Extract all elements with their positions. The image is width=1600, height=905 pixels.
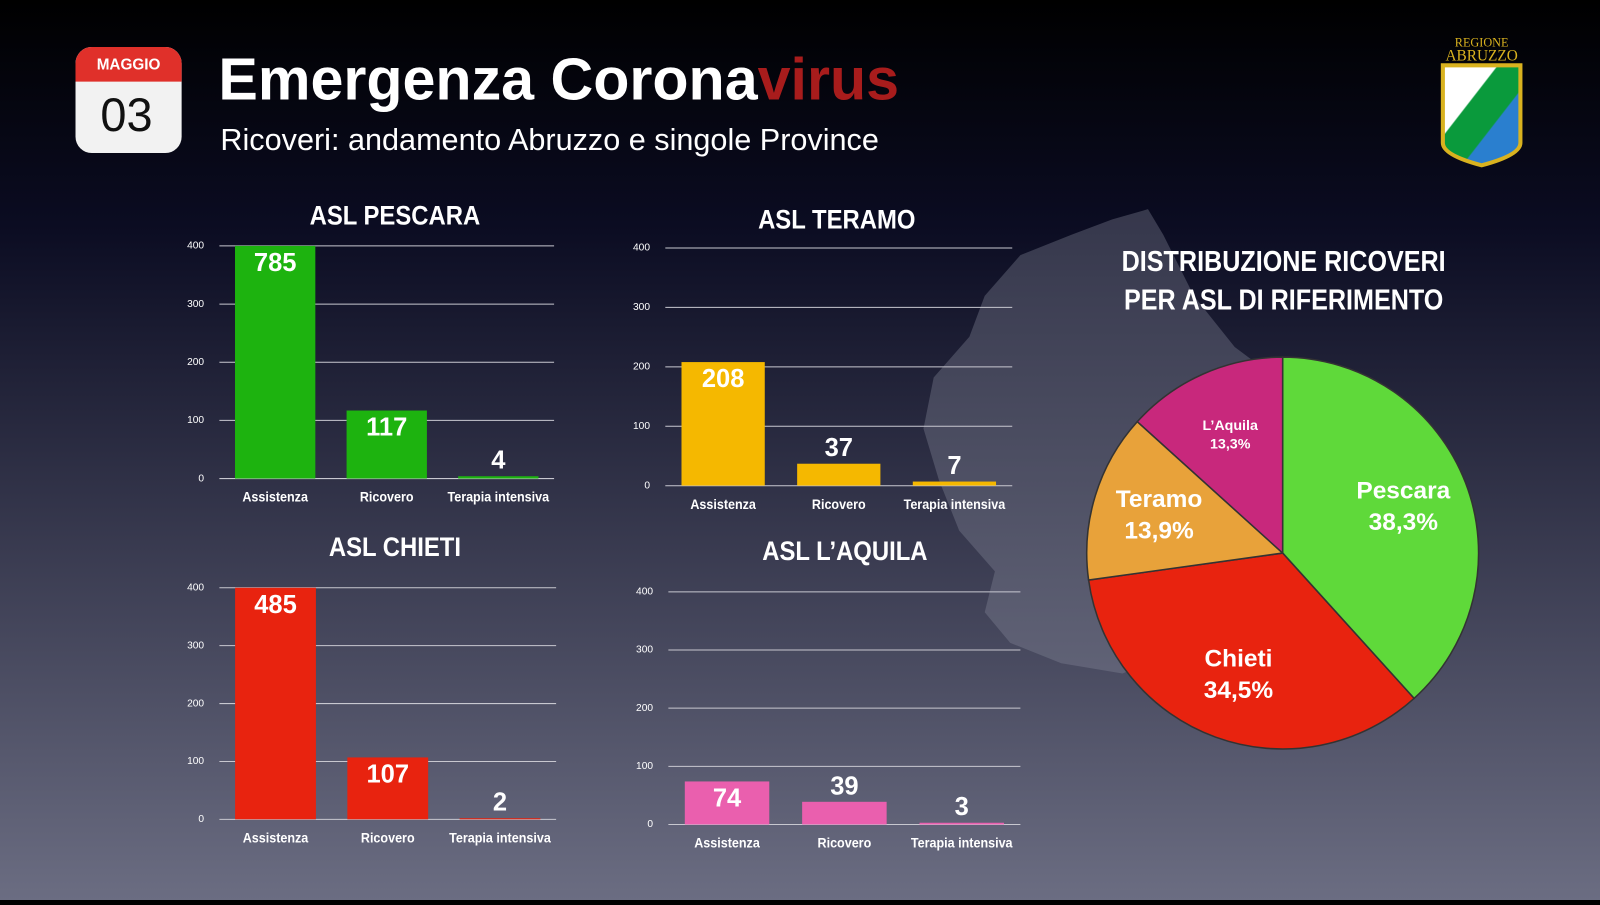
chart-title: ASL L’AQUILA bbox=[762, 537, 927, 566]
value-label: 785 bbox=[254, 249, 297, 277]
bar bbox=[235, 587, 316, 820]
x-tick-label: Ricovero bbox=[818, 835, 872, 851]
chart-title: ASL PESCARA bbox=[310, 201, 481, 230]
bar bbox=[459, 818, 541, 820]
chart-title: ASL CHIETI bbox=[329, 533, 461, 562]
slice-value: 13,3% bbox=[1210, 437, 1251, 453]
y-tick-label: 200 bbox=[636, 703, 653, 714]
slice-name: Chieti bbox=[1204, 645, 1272, 672]
y-tick-label: 200 bbox=[187, 698, 204, 709]
bar bbox=[684, 781, 770, 825]
y-tick-label: 400 bbox=[187, 582, 204, 593]
bar bbox=[347, 757, 429, 820]
value-label: 74 bbox=[713, 785, 742, 813]
y-tick-label: 100 bbox=[187, 756, 204, 767]
bars bbox=[235, 245, 539, 479]
bar bbox=[346, 410, 427, 479]
x-tick-label: Assistenza bbox=[690, 496, 756, 512]
y-tick-label: 300 bbox=[187, 640, 204, 651]
x-tick-label: Terapia intensiva bbox=[911, 835, 1013, 851]
y-tick-label: 400 bbox=[633, 243, 650, 254]
x-tick-label: Terapia intensiva bbox=[447, 489, 549, 505]
y-tick-label: 300 bbox=[187, 299, 204, 310]
value-label: 37 bbox=[825, 434, 853, 462]
value-label: 7 bbox=[947, 452, 961, 480]
y-tick-label: 200 bbox=[633, 362, 650, 373]
y-tick-label: 100 bbox=[633, 421, 650, 432]
bar bbox=[797, 463, 881, 486]
pie-slice bbox=[1281, 356, 1480, 700]
bars bbox=[684, 781, 1004, 825]
x-tick-label: Terapia intensiva bbox=[449, 830, 551, 846]
value-label: 485 bbox=[254, 591, 297, 619]
bar bbox=[919, 822, 1004, 825]
main-title: Emergenza Coronavirus bbox=[218, 45, 899, 112]
value-label: 208 bbox=[702, 365, 745, 393]
bar bbox=[458, 476, 539, 479]
chart-title: DISTRIBUZIONE RICOVERI bbox=[1122, 245, 1446, 277]
x-tick-label: Assistenza bbox=[694, 835, 760, 851]
pie-slice bbox=[1087, 552, 1416, 750]
slice-name: Pescara bbox=[1356, 477, 1450, 504]
x-tick-label: Assistenza bbox=[243, 830, 309, 846]
slice-value: 38,3% bbox=[1369, 509, 1439, 536]
value-label: 3 bbox=[955, 793, 969, 821]
pie-slice bbox=[1086, 420, 1285, 581]
value-label: 107 bbox=[366, 761, 409, 789]
y-tick-label: 100 bbox=[636, 761, 653, 772]
bar bbox=[681, 362, 765, 486]
bars bbox=[235, 587, 541, 820]
value-label: 117 bbox=[366, 414, 407, 442]
x-tick-label: Ricovero bbox=[360, 489, 414, 505]
slice-value: 34,5% bbox=[1204, 677, 1274, 704]
x-tick-label: Terapia intensiva bbox=[904, 496, 1006, 512]
chart-title: ASL TERAMO bbox=[758, 205, 915, 234]
pie-slice bbox=[1136, 356, 1284, 555]
value-label: 39 bbox=[830, 772, 858, 800]
value-label: 4 bbox=[491, 447, 506, 475]
x-tick-label: Ricovero bbox=[812, 496, 866, 512]
logo: REGIONE ABRUZZO bbox=[1440, 36, 1523, 168]
logo-text: REGIONE bbox=[1455, 36, 1509, 50]
title-text: Emergenza Corona bbox=[218, 45, 758, 112]
bar bbox=[235, 245, 316, 479]
bar bbox=[912, 481, 997, 486]
bar bbox=[802, 801, 887, 825]
y-tick-label: 100 bbox=[187, 415, 204, 426]
chart-title: PER ASL DI RIFERIMENTO bbox=[1124, 284, 1443, 316]
subtitle: Ricoveri: andamento Abruzzo e singole Pr… bbox=[220, 123, 878, 157]
y-tick-label: 0 bbox=[198, 473, 204, 484]
date-badge: MAGGIO 03 bbox=[75, 46, 182, 154]
x-tick-label: Assistenza bbox=[242, 489, 308, 505]
badge-month: MAGGIO bbox=[97, 56, 161, 73]
y-tick-label: 400 bbox=[636, 587, 653, 598]
y-tick-label: 0 bbox=[644, 480, 650, 491]
value-label: 2 bbox=[493, 789, 507, 817]
badge-day: 03 bbox=[100, 89, 152, 141]
bars bbox=[681, 362, 997, 486]
slice-name: Teramo bbox=[1116, 486, 1203, 513]
y-tick-label: 200 bbox=[187, 357, 204, 368]
slice-value: 13,9% bbox=[1124, 518, 1194, 545]
y-tick-label: 0 bbox=[647, 819, 653, 830]
logo-text: ABRUZZO bbox=[1446, 48, 1518, 65]
slice-name: L’Aquila bbox=[1202, 418, 1259, 434]
y-tick-label: 400 bbox=[187, 241, 204, 252]
x-tick-label: Ricovero bbox=[361, 830, 415, 846]
y-tick-label: 300 bbox=[636, 645, 653, 656]
y-tick-label: 0 bbox=[198, 814, 204, 825]
title-highlight: virus bbox=[758, 45, 899, 112]
y-tick-label: 300 bbox=[633, 302, 650, 313]
